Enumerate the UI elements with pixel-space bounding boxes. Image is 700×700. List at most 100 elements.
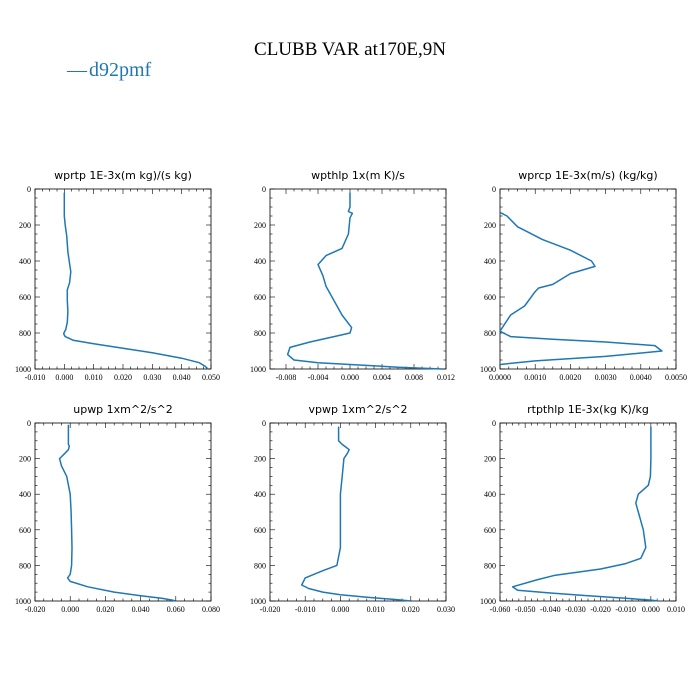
x-tick-label: -0.020 — [25, 605, 46, 614]
x-tick-label: 0.004 — [373, 373, 391, 382]
x-tick-label: 0.040 — [173, 373, 191, 382]
x-tick-label: 0.000 — [55, 373, 73, 382]
x-tick-label: 0.0030 — [595, 373, 617, 382]
x-tick-label: 0.0000 — [489, 373, 511, 382]
y-tick-label: 0 — [27, 185, 31, 194]
x-tick-label: 0.080 — [202, 605, 220, 614]
x-tick-label: 0.030 — [143, 373, 161, 382]
series-line — [286, 192, 443, 370]
series-line — [300, 426, 411, 602]
y-tick-label: 1000 — [250, 365, 266, 374]
y-tick-label: 400 — [484, 490, 496, 499]
x-tick-label: -0.020 — [260, 605, 281, 614]
plot-frame — [269, 188, 447, 370]
y-tick-label: 600 — [254, 293, 266, 302]
x-tick-label: -0.040 — [540, 605, 561, 614]
legend-marker: — — [66, 59, 88, 81]
panel-title: wprtp 1E-3x(m kg)/(s kg) — [54, 169, 192, 182]
x-tick-label: 0.0050 — [665, 373, 687, 382]
y-tick-label: 400 — [254, 490, 266, 499]
x-tick-label: 0.040 — [132, 605, 150, 614]
x-tick-label: 0.020 — [114, 373, 132, 382]
y-tick-label: 0 — [262, 185, 266, 194]
y-tick-label: 800 — [19, 329, 31, 338]
y-tick-label: 400 — [254, 257, 266, 266]
x-tick-label: -0.010 — [615, 605, 636, 614]
y-tick-label: 1000 — [15, 365, 31, 374]
y-tick-label: 800 — [19, 561, 31, 570]
x-tick-label: -0.010 — [25, 373, 46, 382]
plot-frame — [499, 188, 677, 370]
series-line — [58, 424, 176, 602]
x-tick-label: 0.010 — [667, 605, 685, 614]
x-tick-label: 0.000 — [61, 605, 79, 614]
series-line — [511, 426, 659, 602]
x-tick-label: -0.004 — [308, 373, 329, 382]
y-tick-label: 1000 — [480, 597, 496, 606]
y-tick-label: 600 — [254, 526, 266, 535]
x-tick-label: -0.060 — [490, 605, 511, 614]
y-tick-label: 400 — [19, 257, 31, 266]
x-tick-label: 0.010 — [367, 605, 385, 614]
y-tick-label: 400 — [19, 490, 31, 499]
panels: wprtp 1E-3x(m kg)/(s kg) -0.010 0.000 0.010… — [15, 169, 687, 614]
plot-frame — [269, 422, 447, 602]
y-tick-label: 0 — [492, 185, 496, 194]
y-tick-label: 200 — [19, 455, 31, 464]
x-tick-label: -0.008 — [276, 373, 297, 382]
y-tick-label: 0 — [492, 419, 496, 428]
x-tick-label: -0.030 — [565, 605, 586, 614]
y-tick-label: 800 — [484, 329, 496, 338]
y-tick-label: 200 — [19, 221, 31, 230]
chart-panel-1: wprtp 1E-3x(m kg)/(s kg) -0.010 0.000 0.010… — [15, 169, 220, 382]
y-tick-label: 600 — [19, 526, 31, 535]
y-tick-label: 800 — [484, 561, 496, 570]
x-tick-label: 0.050 — [202, 373, 220, 382]
y-tick-label: 1000 — [15, 597, 31, 606]
x-tick-label: 0.020 — [402, 605, 420, 614]
y-tick-label: 1000 — [480, 365, 496, 374]
y-tick-label: 0 — [27, 419, 31, 428]
x-tick-label: 0.030 — [437, 605, 455, 614]
chart-panel-5: vpwp 1xm^2/s^2 -0.020 -0.010 0.000 0.010 0.02… — [250, 403, 455, 614]
y-tick-label: 0 — [262, 419, 266, 428]
y-tick-label: 600 — [484, 293, 496, 302]
y-tick-label: 200 — [484, 455, 496, 464]
x-tick-label: 0.010 — [85, 373, 103, 382]
figure-title: CLUBB VAR at170E,9N — [254, 39, 446, 60]
x-tick-label: -0.050 — [515, 605, 536, 614]
panel-title: wprcp 1E-3x(m/s) (kg/kg) — [518, 169, 657, 182]
x-tick-label: 0.0010 — [524, 373, 546, 382]
legend: — d92pmf — [66, 59, 152, 81]
x-tick-label: 0.000 — [341, 373, 359, 382]
panel-title: vpwp 1xm^2/s^2 — [308, 403, 407, 416]
x-tick-label: 0.0040 — [630, 373, 652, 382]
y-tick-label: 600 — [19, 293, 31, 302]
y-tick-label: 600 — [484, 526, 496, 535]
y-tick-label: 200 — [254, 221, 266, 230]
plot-frame — [34, 188, 212, 370]
x-tick-label: 0.000 — [642, 605, 660, 614]
y-tick-label: 400 — [484, 257, 496, 266]
x-tick-label: 0.020 — [96, 605, 114, 614]
y-tick-label: 800 — [254, 329, 266, 338]
y-tick-label: 800 — [254, 561, 266, 570]
x-tick-label: -0.010 — [295, 605, 316, 614]
chart-panel-6: rtpthlp 1E-3x(kg K)/kg -0.060 -0.050 -0.040… — [480, 403, 685, 614]
chart-panel-2: wpthlp 1x(m K)/s -0.008 -0.004 0.000 0.004 0.… — [250, 169, 455, 382]
y-tick-label: 200 — [484, 221, 496, 230]
y-tick-label: 200 — [254, 455, 266, 464]
panel-title: upwp 1xm^2/s^2 — [73, 403, 173, 416]
y-tick-label: 1000 — [250, 597, 266, 606]
x-tick-label: 0.000 — [331, 605, 349, 614]
x-tick-label: 0.060 — [167, 605, 185, 614]
x-tick-label: 0.0020 — [559, 373, 581, 382]
x-tick-label: 0.008 — [405, 373, 423, 382]
plot-frame — [499, 422, 677, 602]
series-line — [62, 192, 209, 370]
chart-panel-4: upwp 1xm^2/s^2 -0.020 0.000 0.020 0.040 0.060… — [15, 403, 220, 614]
x-tick-label: 0.012 — [437, 373, 455, 382]
legend-entry-d92pmf: d92pmf — [89, 59, 152, 81]
panel-title: rtpthlp 1E-3x(kg K)/kg — [527, 403, 649, 416]
